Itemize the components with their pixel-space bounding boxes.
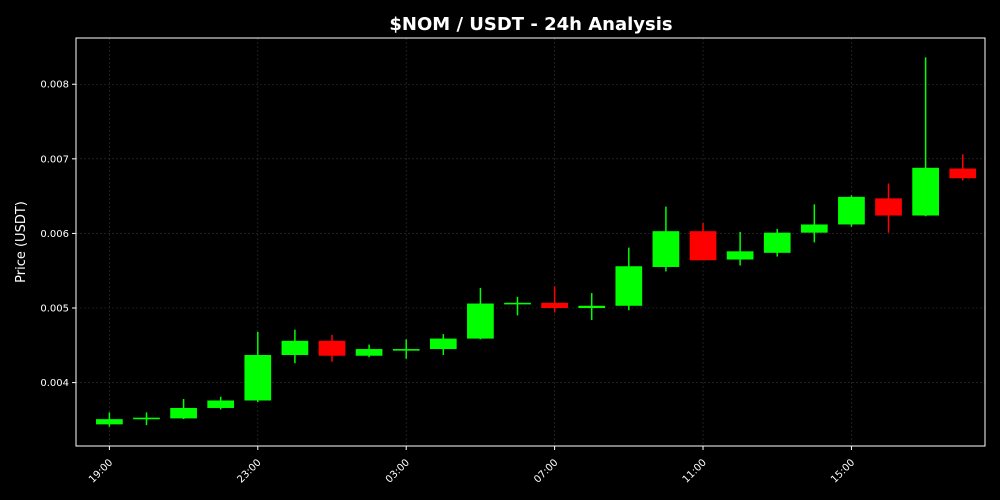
candle-up [726, 231, 754, 266]
candle-up [838, 195, 865, 227]
candle-body [429, 338, 457, 350]
candle-body [133, 417, 160, 420]
candle-up [763, 228, 791, 257]
candle-body [355, 349, 383, 356]
candle-body [504, 302, 531, 305]
candle-up [800, 204, 828, 243]
candle-body [875, 198, 902, 216]
chart-title: $NOM / USDT - 24h Analysis [389, 14, 672, 35]
candle-up [615, 247, 643, 311]
candle-body [652, 231, 680, 267]
candle-body [578, 305, 606, 309]
candle-up [355, 344, 383, 358]
candle-up [392, 339, 420, 359]
candle-down [949, 154, 977, 181]
candle-body [96, 419, 123, 425]
candle-up [504, 296, 531, 316]
y-axis-label: Price (USDT) [14, 201, 29, 283]
candles [96, 57, 977, 427]
candle-down [541, 286, 568, 313]
candle-up [912, 57, 939, 217]
y-tick-label: 0.007 [40, 154, 69, 165]
y-tick-label: 0.008 [40, 80, 69, 91]
candle-body [170, 407, 197, 419]
candle-up [133, 412, 160, 426]
candle-up [96, 412, 123, 427]
candle-body [318, 340, 346, 356]
candle-up [244, 331, 272, 402]
candle-body [392, 349, 420, 351]
candle-body [763, 232, 791, 253]
candle-body [689, 231, 717, 261]
candle-down [318, 334, 346, 362]
candle-body [726, 251, 754, 260]
candle-body [949, 168, 977, 179]
candle-body [244, 355, 272, 401]
candle-body [281, 340, 309, 356]
candle-up [652, 206, 680, 272]
y-tick-label: 0.005 [40, 304, 69, 315]
candle-body [207, 400, 235, 408]
candle-up [578, 293, 606, 320]
candle-up [170, 399, 197, 420]
candle-body [800, 224, 828, 233]
y-tick-label: 0.006 [40, 229, 69, 240]
candle-body [838, 196, 865, 225]
candle-up [207, 396, 235, 410]
candle-down [689, 222, 717, 261]
candle-up [467, 287, 494, 340]
plot-frame [75, 37, 986, 447]
y-tick-label: 0.004 [40, 378, 69, 389]
candle-body [615, 266, 643, 306]
candle-body [541, 302, 568, 309]
candle-up [281, 329, 309, 364]
candle-body [467, 303, 494, 339]
candle-down [875, 183, 902, 233]
candle-up [429, 334, 457, 356]
candle-body [912, 167, 939, 216]
